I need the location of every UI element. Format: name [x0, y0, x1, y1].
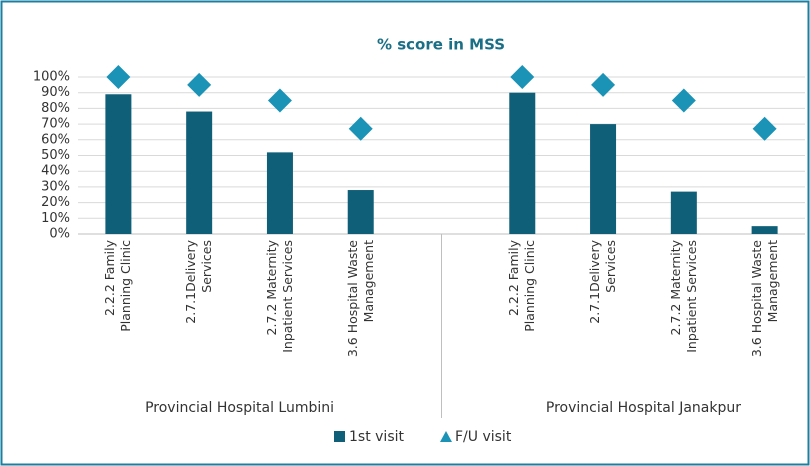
- x-tick-label: 2.7.1Delivery Services: [183, 240, 215, 324]
- x-tick-label: 2.7.2 Maternity Inpatient Services: [667, 240, 699, 353]
- diamond-marker: [591, 72, 616, 97]
- x-tick-label: 2.2.2 Family Planning Clinic: [102, 240, 134, 332]
- y-tick-label: 20%: [41, 195, 70, 210]
- y-tick-label: 70%: [41, 117, 70, 132]
- legend-swatch: [334, 431, 345, 442]
- legend-label: 1st visit: [349, 429, 404, 445]
- diamond-marker: [752, 116, 777, 141]
- x-tick-label: 3.6 Hospital Waste Management: [748, 240, 780, 358]
- bar: [347, 190, 374, 234]
- y-tick-label: 30%: [41, 179, 70, 194]
- bar: [509, 92, 536, 234]
- x-tick-label: 3.6 Hospital Waste Management: [344, 240, 376, 358]
- group-label: Provincial Hospital Lumbini: [145, 400, 334, 416]
- y-tick-label: 10%: [41, 211, 70, 226]
- y-tick-label: 60%: [41, 132, 70, 147]
- y-tick-label: 100%: [33, 70, 70, 85]
- diamond-marker: [510, 65, 535, 89]
- y-tick-label: 90%: [41, 85, 70, 100]
- diamond-marker: [267, 88, 292, 113]
- bar: [266, 152, 293, 234]
- x-tick-label: 2.2.2 Family Planning Clinic: [506, 240, 538, 332]
- chart-title: % score in MSS: [377, 36, 505, 54]
- diamond-marker: [671, 88, 696, 113]
- bar: [751, 226, 778, 234]
- y-tick-label: 40%: [41, 164, 70, 179]
- bar: [105, 94, 132, 235]
- bar: [186, 111, 213, 234]
- y-tick-label: 0%: [49, 227, 70, 242]
- diamond-marker: [187, 72, 212, 97]
- bar: [590, 124, 617, 234]
- legend-swatch: [440, 431, 452, 442]
- legend-label: F/U visit: [455, 429, 512, 445]
- group-label: Provincial Hospital Janakpur: [546, 400, 741, 416]
- y-tick-label: 50%: [41, 148, 70, 163]
- bar: [670, 191, 697, 234]
- x-tick-label: 2.7.1Delivery Services: [587, 240, 619, 324]
- diamond-marker: [106, 65, 131, 89]
- x-tick-label: 2.7.2 Maternity Inpatient Services: [263, 240, 295, 353]
- diamond-marker: [348, 116, 373, 141]
- y-tick-label: 80%: [41, 101, 70, 116]
